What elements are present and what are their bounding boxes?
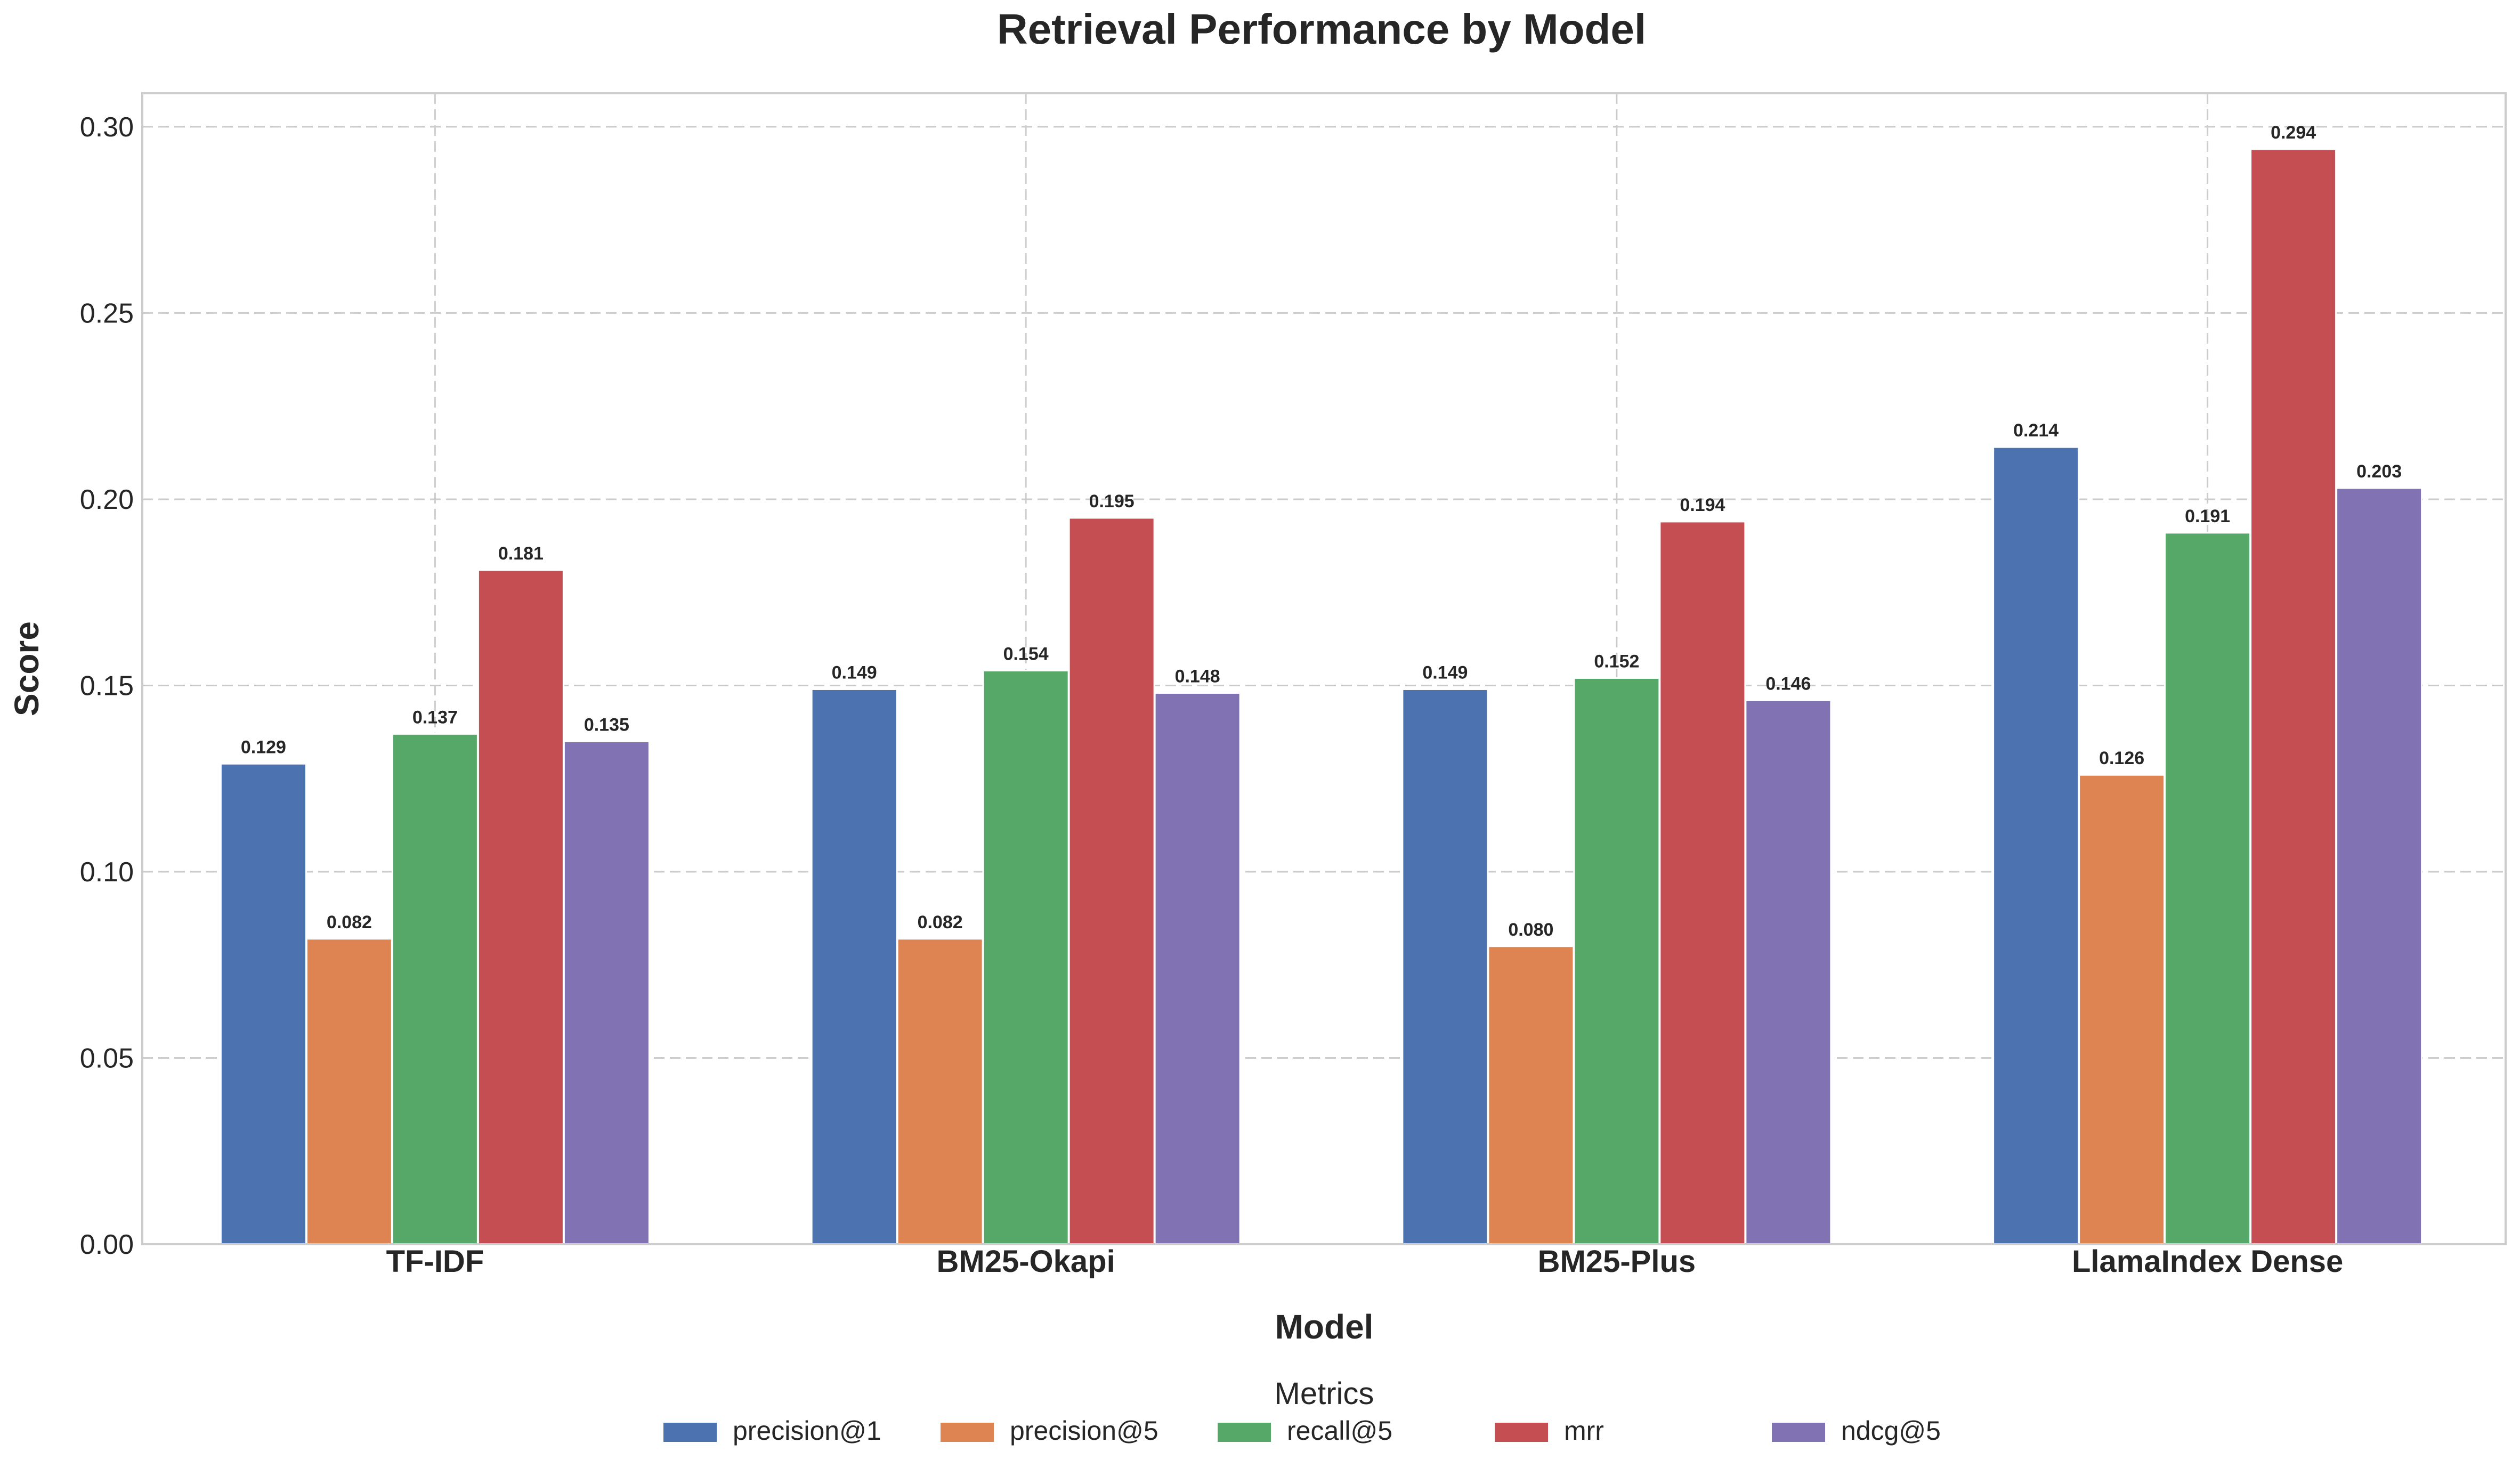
- bar-value-label: 0.194: [1680, 495, 1725, 515]
- bar-value-label: 0.080: [1508, 920, 1553, 940]
- bar-precision@1: [1401, 688, 1489, 1245]
- bar-recall@5: [1573, 677, 1660, 1245]
- legend-swatch: [663, 1423, 717, 1442]
- bar-mrr: [1659, 521, 1746, 1245]
- bar-value-label: 0.082: [918, 912, 963, 932]
- legend-label: precision@5: [1010, 1416, 1158, 1446]
- bar-ndcg@5: [563, 740, 650, 1245]
- bars: [220, 148, 2423, 1245]
- bar-mrr: [2250, 148, 2337, 1245]
- y-tick-label: 0.25: [80, 298, 134, 329]
- legend-swatch: [1495, 1423, 1548, 1442]
- legend-items: precision@1 precision@5 recall@5 mrr ndcg@5: [663, 1416, 1941, 1446]
- x-axis-ticks: TF-IDF BM25-Okapi BM25-Plus LlamaIndex Dens…: [386, 1244, 2344, 1279]
- y-axis-label: Score: [7, 621, 46, 716]
- legend-title: Metrics: [1275, 1376, 1374, 1411]
- bar-recall@5: [2164, 532, 2251, 1245]
- bar-value-label: 0.082: [327, 912, 372, 932]
- y-tick-label: 0.15: [80, 670, 134, 701]
- legend-label: recall@5: [1287, 1416, 1392, 1446]
- bar-value-label: 0.149: [1422, 662, 1468, 683]
- bar-value-label: 0.294: [2271, 123, 2316, 143]
- bar-value-label: 0.126: [2099, 748, 2144, 768]
- bar-ndcg@5: [1154, 692, 1241, 1245]
- bar-precision@5: [305, 938, 393, 1245]
- bar-recall@5: [391, 733, 479, 1245]
- y-tick-label: 0.10: [80, 857, 134, 888]
- bar-value-label: 0.203: [2356, 461, 2402, 482]
- x-axis-label: Model: [1275, 1308, 1374, 1346]
- y-tick-label: 0.05: [80, 1043, 134, 1074]
- bar-value-label: 0.148: [1175, 666, 1220, 686]
- bar-ndcg@5: [2336, 487, 2423, 1245]
- bar-mrr: [477, 569, 564, 1245]
- bar-value-label: 0.137: [412, 707, 458, 727]
- bar-value-label: 0.154: [1003, 644, 1049, 664]
- bar-value-label: 0.149: [832, 662, 877, 683]
- chart-title: Retrieval Performance by Model: [997, 5, 1646, 53]
- legend: Metrics precision@1 precision@5 recall@5 mr…: [663, 1376, 1941, 1446]
- bar-precision@1: [811, 688, 898, 1245]
- bar-ndcg@5: [1745, 699, 1832, 1245]
- legend-swatch: [1218, 1423, 1271, 1442]
- x-tick-label: BM25-Okapi: [937, 1244, 1115, 1279]
- bar-mrr: [1068, 517, 1155, 1245]
- bar-precision@1: [1992, 446, 2080, 1245]
- bar-value-label: 0.146: [1765, 674, 1811, 694]
- bar-precision@5: [896, 938, 984, 1245]
- legend-swatch: [1772, 1423, 1825, 1442]
- bar-precision@1: [220, 763, 307, 1245]
- y-tick-label: 0.30: [80, 112, 134, 143]
- bar-value-label: 0.181: [498, 544, 544, 564]
- bar-value-label: 0.195: [1089, 491, 1135, 512]
- y-tick-label: 0.00: [80, 1229, 134, 1260]
- x-tick-label: TF-IDF: [386, 1244, 484, 1279]
- y-axis-ticks: 0.00 0.05 0.10 0.15 0.20 0.25 0.30: [80, 112, 134, 1260]
- bar-value-labels: 0.129 0.149 0.149 0.214 0.082 0.082 0.080 0.126…: [241, 123, 2402, 940]
- legend-label: precision@1: [733, 1416, 881, 1446]
- plot-frame: [141, 92, 2507, 1245]
- x-tick-label: LlamaIndex Dense: [2072, 1244, 2343, 1279]
- bar-value-label: 0.214: [2013, 420, 2059, 441]
- bar-precision@5: [2078, 774, 2166, 1245]
- bar-value-label: 0.191: [2185, 506, 2230, 526]
- legend-swatch: [941, 1423, 994, 1442]
- bar-value-label: 0.152: [1594, 651, 1639, 671]
- bar-value-label: 0.129: [241, 737, 286, 757]
- x-tick-label: BM25-Plus: [1538, 1244, 1696, 1279]
- legend-label: ndcg@5: [1841, 1416, 1941, 1446]
- bar-recall@5: [982, 669, 1069, 1245]
- y-tick-label: 0.20: [80, 484, 134, 515]
- legend-label: mrr: [1564, 1416, 1604, 1446]
- bar-precision@5: [1487, 945, 1575, 1245]
- bar-value-label: 0.135: [584, 715, 629, 735]
